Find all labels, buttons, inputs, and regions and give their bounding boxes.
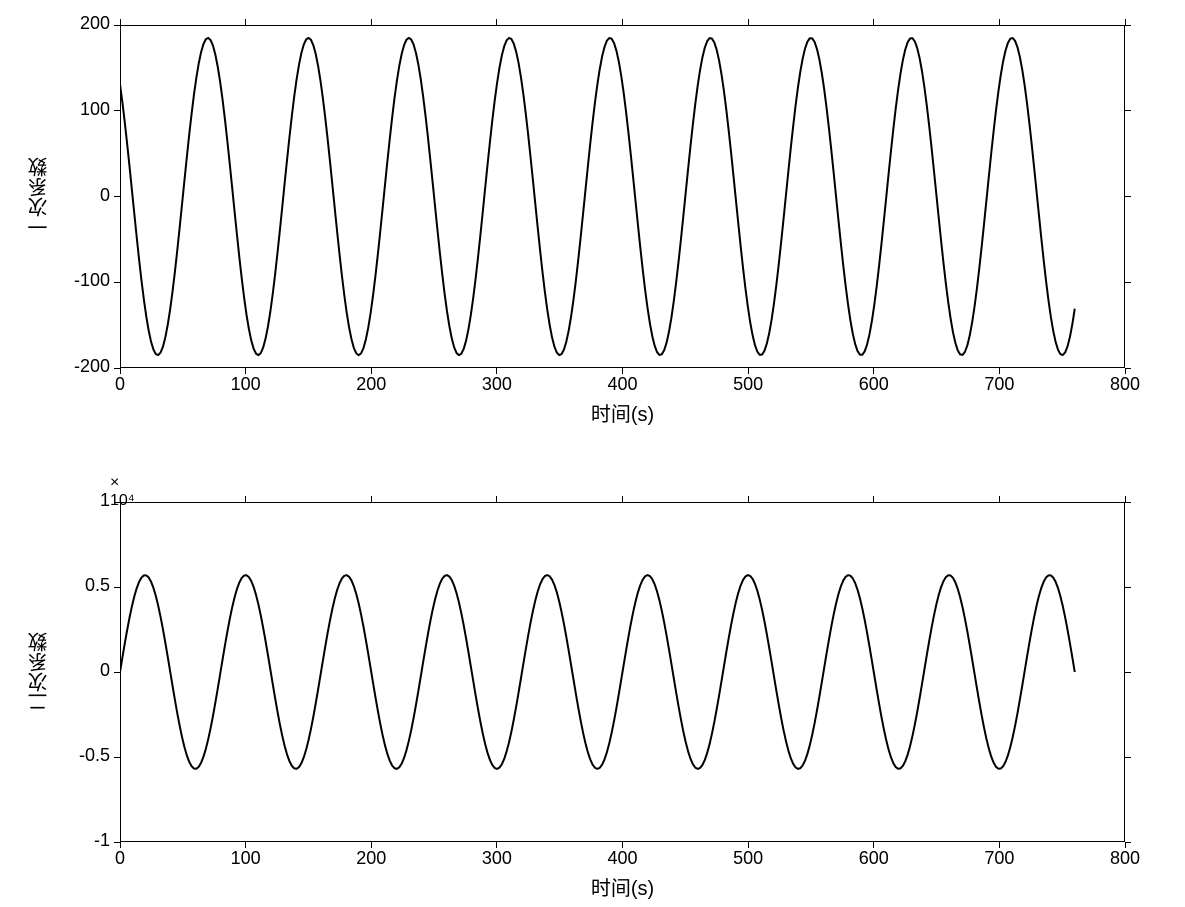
x-tick-label: 600	[849, 848, 899, 869]
x-tick-label: 800	[1100, 848, 1150, 869]
y-tick-label: 100	[55, 99, 110, 120]
y-tick-right	[1125, 110, 1131, 111]
x-tick-top	[496, 19, 497, 25]
x-tick-label: 200	[346, 848, 396, 869]
y-tick-right	[1125, 672, 1131, 673]
x-tick-label: 200	[346, 374, 396, 395]
y-tick-label: 1	[55, 490, 110, 511]
x-tick-top	[622, 19, 623, 25]
y-tick	[114, 842, 120, 843]
x-tick-top	[622, 496, 623, 502]
y-tick-right	[1125, 502, 1131, 503]
y-tick	[114, 282, 120, 283]
x-tick-label: 700	[974, 374, 1024, 395]
y-tick-label: -0.5	[55, 745, 110, 766]
x-tick-top	[245, 19, 246, 25]
y-tick-label: -200	[55, 356, 110, 377]
x-tick-label: 0	[95, 848, 145, 869]
y-tick-label: 0	[55, 660, 110, 681]
x-tick-top	[371, 496, 372, 502]
y-tick-label: -1	[55, 830, 110, 851]
x-tick-label: 400	[598, 848, 648, 869]
chart-curve	[120, 575, 1075, 769]
y-tick-label: 0.5	[55, 575, 110, 596]
y-tick-right	[1125, 196, 1131, 197]
y-tick	[114, 110, 120, 111]
x-tick-label: 600	[849, 374, 899, 395]
x-tick-top	[748, 496, 749, 502]
y-tick-label: 200	[55, 13, 110, 34]
y-tick-label: -100	[55, 270, 110, 291]
y-tick-right	[1125, 842, 1131, 843]
x-tick-label: 500	[723, 848, 773, 869]
x-tick-label: 0	[95, 374, 145, 395]
y-tick-right	[1125, 757, 1131, 758]
y-tick	[114, 368, 120, 369]
y-tick-right	[1125, 368, 1131, 369]
y-tick	[114, 25, 120, 26]
x-tick-label: 100	[221, 374, 271, 395]
chart-2-svg	[0, 0, 1185, 907]
y-tick-label: 0	[55, 185, 110, 206]
x-tick-label: 800	[1100, 374, 1150, 395]
x-tick-top	[371, 19, 372, 25]
y-tick	[114, 196, 120, 197]
y-tick-right	[1125, 587, 1131, 588]
x-tick-label: 300	[472, 848, 522, 869]
x-tick-label: 400	[598, 374, 648, 395]
y-tick	[114, 672, 120, 673]
x-tick-label: 500	[723, 374, 773, 395]
x-tick-top	[496, 496, 497, 502]
x-tick-label: 100	[221, 848, 271, 869]
x-tick-top	[873, 19, 874, 25]
x-tick-top	[245, 496, 246, 502]
x-tick-top	[999, 496, 1000, 502]
x-tick-label: 300	[472, 374, 522, 395]
y-tick	[114, 757, 120, 758]
x-tick-top	[999, 19, 1000, 25]
x-tick-top	[748, 19, 749, 25]
y-tick-right	[1125, 282, 1131, 283]
y-tick	[114, 502, 120, 503]
y-tick-right	[1125, 25, 1131, 26]
y-tick	[114, 587, 120, 588]
x-tick-label: 700	[974, 848, 1024, 869]
x-tick-top	[873, 496, 874, 502]
